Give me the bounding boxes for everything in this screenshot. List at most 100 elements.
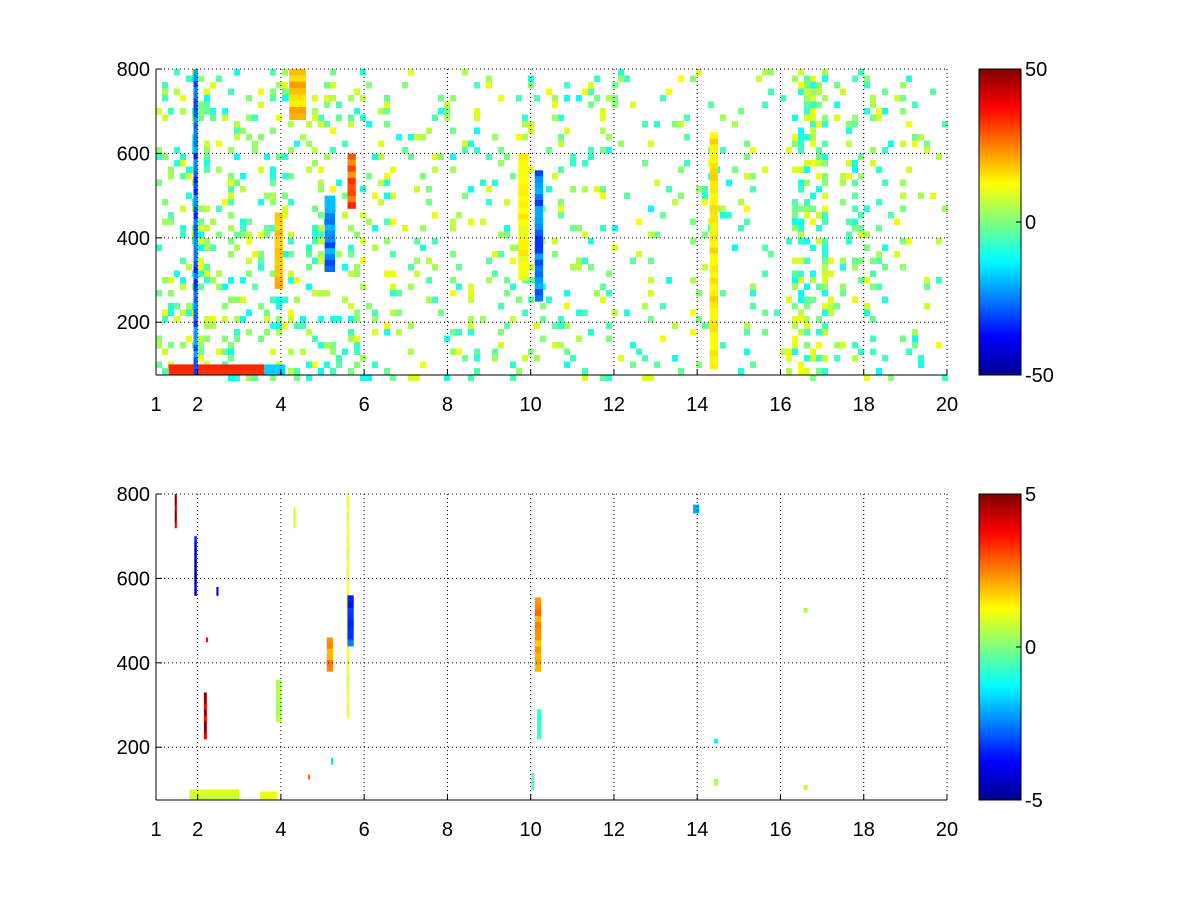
heatmap-cell	[822, 270, 828, 277]
heatmap-cell	[942, 205, 948, 212]
heatmap-cell	[810, 121, 816, 128]
heatmap-cell	[594, 75, 600, 82]
heatmap-cell	[504, 322, 510, 329]
heatmap-cell	[864, 205, 870, 212]
heatmap-cell	[702, 192, 708, 199]
heatmap-cell	[276, 153, 282, 160]
heatmap-cell	[282, 173, 288, 180]
heatmap-cell	[798, 179, 804, 186]
heatmap-cell	[648, 277, 654, 284]
heatmap-cell	[270, 95, 276, 102]
heatmap-cell	[762, 69, 768, 76]
heatmap-cell	[798, 166, 804, 173]
heatmap-cell	[198, 225, 204, 232]
heatmap-cell	[318, 342, 324, 349]
heatmap-cell	[660, 212, 666, 219]
heatmap-cell	[642, 160, 648, 167]
heatmap-cell	[240, 127, 246, 134]
heatmap-cell	[234, 244, 240, 251]
heatmap-feature-cell	[709, 277, 718, 285]
heatmap-cell	[180, 225, 186, 232]
heatmap-feature-cell	[709, 132, 718, 139]
heatmap-cell	[426, 296, 432, 303]
heatmap-cell	[366, 218, 372, 225]
heatmap-cell	[798, 186, 804, 193]
heatmap-cell	[648, 140, 654, 147]
heatmap-cell	[642, 303, 648, 310]
heatmap-cell	[612, 309, 618, 316]
heatmap-feature-cell	[709, 253, 718, 261]
heatmap-cell	[570, 153, 576, 160]
heatmap-cell	[930, 88, 936, 95]
heatmap-cell	[168, 342, 174, 349]
heatmap-cell	[606, 290, 612, 297]
heatmap-cell	[822, 153, 828, 160]
heatmap-feature-cell	[324, 207, 335, 214]
colorbar-tick-label: -50	[1025, 365, 1054, 387]
heatmap-cell	[792, 205, 798, 212]
heatmap-cell	[858, 212, 864, 219]
heatmap-cell	[204, 322, 210, 329]
heatmap-cell	[870, 95, 876, 102]
heatmap-cell	[696, 361, 702, 368]
heatmap-cell	[792, 342, 798, 349]
heatmap-cell	[288, 173, 294, 180]
heatmap-cell	[366, 374, 372, 381]
heatmap-cell	[870, 257, 876, 264]
heatmap-cell	[822, 179, 828, 186]
heatmap-feature-cell	[193, 75, 198, 82]
heatmap-cell	[174, 270, 180, 277]
heatmap-cell	[246, 238, 252, 245]
heatmap-cell	[792, 225, 798, 232]
heatmap-feature-cell	[534, 182, 544, 189]
heatmap-cell	[246, 329, 252, 336]
heatmap-cell	[672, 121, 678, 128]
heatmap-feature-cell	[274, 218, 283, 225]
heatmap-feature-cell	[193, 81, 198, 88]
heatmap-cell	[468, 316, 474, 323]
heatmap-cell	[690, 75, 696, 82]
heatmap-feature-cell	[346, 518, 349, 525]
heatmap-feature-cell	[194, 542, 197, 549]
heatmap-cell	[474, 114, 480, 121]
heatmap-cell	[804, 355, 810, 362]
heatmap-feature-cell	[274, 282, 283, 289]
heatmap-cell	[492, 348, 498, 355]
heatmap-cell	[306, 329, 312, 336]
heatmap-cell	[330, 342, 336, 349]
heatmap-cell	[312, 160, 318, 167]
heatmap-cell	[216, 75, 222, 82]
heatmap-feature-cell	[289, 107, 306, 114]
colorbar-tick-label: 50	[1025, 59, 1047, 81]
heatmap-cell	[204, 147, 210, 154]
heatmap-feature-cell	[193, 291, 198, 298]
heatmap-cell	[216, 205, 222, 212]
heatmap-cell	[798, 127, 804, 134]
heatmap-cell	[636, 348, 642, 355]
heatmap-cell	[342, 212, 348, 219]
heatmap-cell	[858, 257, 864, 264]
heatmap-feature-cell	[709, 338, 718, 345]
heatmap-cell	[870, 114, 876, 121]
heatmap-cell	[204, 225, 210, 232]
heatmap-cell	[720, 205, 726, 212]
heatmap-cell	[750, 173, 756, 180]
heatmap-cell	[384, 173, 390, 180]
heatmap-cell	[600, 374, 606, 381]
heatmap-cell	[912, 134, 918, 141]
heatmap-cell	[468, 322, 474, 329]
heatmap-feature-cell	[346, 590, 349, 598]
heatmap-feature-cell	[264, 364, 285, 371]
heatmap-cell	[432, 153, 438, 160]
heatmap-cell	[228, 179, 234, 186]
heatmap-cell	[354, 335, 360, 342]
heatmap-cell	[504, 199, 510, 206]
heatmap-cell	[462, 147, 468, 154]
heatmap-cell	[198, 231, 204, 238]
heatmap-cell	[810, 270, 816, 277]
heatmap-cell	[456, 329, 462, 336]
heatmap-cell	[156, 290, 162, 297]
heatmap-feature-cell	[193, 279, 198, 286]
heatmap-cell	[186, 309, 192, 316]
heatmap-feature-cell	[346, 711, 349, 719]
